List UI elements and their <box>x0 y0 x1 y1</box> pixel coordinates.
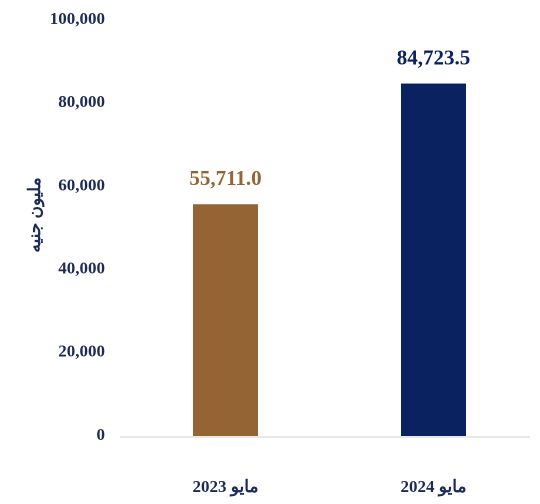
x-tick-label: مايو 2024 <box>400 477 466 497</box>
y-tick-label: 80,000 <box>58 92 105 111</box>
y-tick-label: 20,000 <box>58 342 105 361</box>
value-label: 84,723.5 <box>397 45 471 69</box>
bar <box>193 204 258 436</box>
y-axis-title: مليون جنيه <box>25 177 45 252</box>
y-tick-label: 0 <box>97 425 106 444</box>
y-tick-label: 40,000 <box>58 259 105 278</box>
x-tick-label: مايو 2023 <box>192 477 258 497</box>
y-tick-label: 60,000 <box>58 175 105 194</box>
y-tick-label: 100,000 <box>50 9 105 28</box>
bar <box>401 83 466 437</box>
value-label: 55,711.0 <box>189 166 261 190</box>
